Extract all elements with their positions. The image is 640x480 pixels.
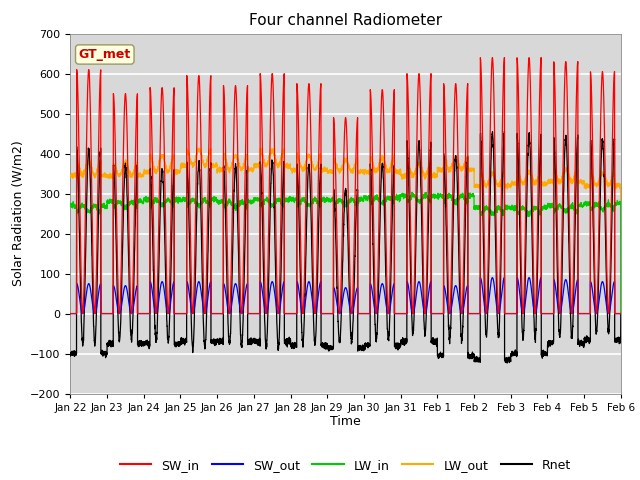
LW_out bbox=[616, 181, 624, 187]
Rnet bbox=[67, 353, 74, 359]
SW_in bbox=[438, 311, 446, 316]
SW_in bbox=[616, 311, 624, 316]
LW_in bbox=[616, 200, 624, 206]
LW_out bbox=[67, 174, 74, 180]
SW_out bbox=[616, 311, 624, 316]
SW_out bbox=[469, 311, 477, 316]
LW_in bbox=[500, 210, 508, 216]
Title: Four channel Radiometer: Four channel Radiometer bbox=[249, 13, 442, 28]
Text: GT_met: GT_met bbox=[79, 48, 131, 61]
LW_in bbox=[166, 197, 173, 203]
Rnet bbox=[325, 344, 333, 350]
LW_in bbox=[438, 192, 446, 197]
LW_in bbox=[617, 311, 625, 316]
Legend: SW_in, SW_out, LW_in, LW_out, Rnet: SW_in, SW_out, LW_in, LW_out, Rnet bbox=[115, 454, 576, 477]
Y-axis label: Solar Radiation (W/m2): Solar Radiation (W/m2) bbox=[12, 141, 24, 287]
LW_out bbox=[438, 167, 446, 173]
LW_out bbox=[166, 167, 173, 173]
LW_out bbox=[617, 311, 625, 316]
Rnet bbox=[616, 336, 624, 342]
SW_out bbox=[325, 311, 333, 316]
SW_in bbox=[500, 58, 508, 63]
LW_in bbox=[469, 192, 477, 198]
Line: LW_in: LW_in bbox=[70, 192, 621, 313]
Rnet bbox=[617, 311, 625, 316]
SW_out bbox=[500, 275, 508, 281]
SW_out bbox=[525, 275, 533, 280]
LW_out bbox=[469, 166, 477, 172]
SW_in bbox=[469, 311, 477, 316]
LW_out bbox=[325, 169, 333, 175]
Line: SW_in: SW_in bbox=[70, 58, 621, 313]
Line: LW_out: LW_out bbox=[70, 148, 621, 313]
LW_in bbox=[408, 189, 416, 195]
LW_out bbox=[500, 170, 508, 176]
Rnet bbox=[500, 132, 508, 138]
Rnet bbox=[503, 360, 511, 366]
Rnet bbox=[469, 353, 477, 359]
LW_out bbox=[257, 145, 264, 151]
SW_in bbox=[617, 311, 625, 316]
SW_in bbox=[525, 55, 533, 60]
Line: SW_out: SW_out bbox=[70, 277, 621, 313]
SW_out bbox=[617, 311, 625, 316]
SW_in bbox=[166, 293, 173, 299]
LW_in bbox=[67, 203, 74, 209]
SW_out bbox=[438, 311, 446, 316]
LW_in bbox=[325, 195, 333, 201]
SW_out bbox=[166, 308, 173, 314]
X-axis label: Time: Time bbox=[330, 415, 361, 429]
SW_in bbox=[325, 311, 333, 316]
Rnet bbox=[438, 350, 446, 356]
Line: Rnet: Rnet bbox=[70, 132, 621, 363]
SW_out bbox=[67, 311, 74, 316]
Rnet bbox=[500, 129, 508, 134]
SW_in bbox=[67, 311, 74, 316]
Rnet bbox=[166, 325, 173, 331]
